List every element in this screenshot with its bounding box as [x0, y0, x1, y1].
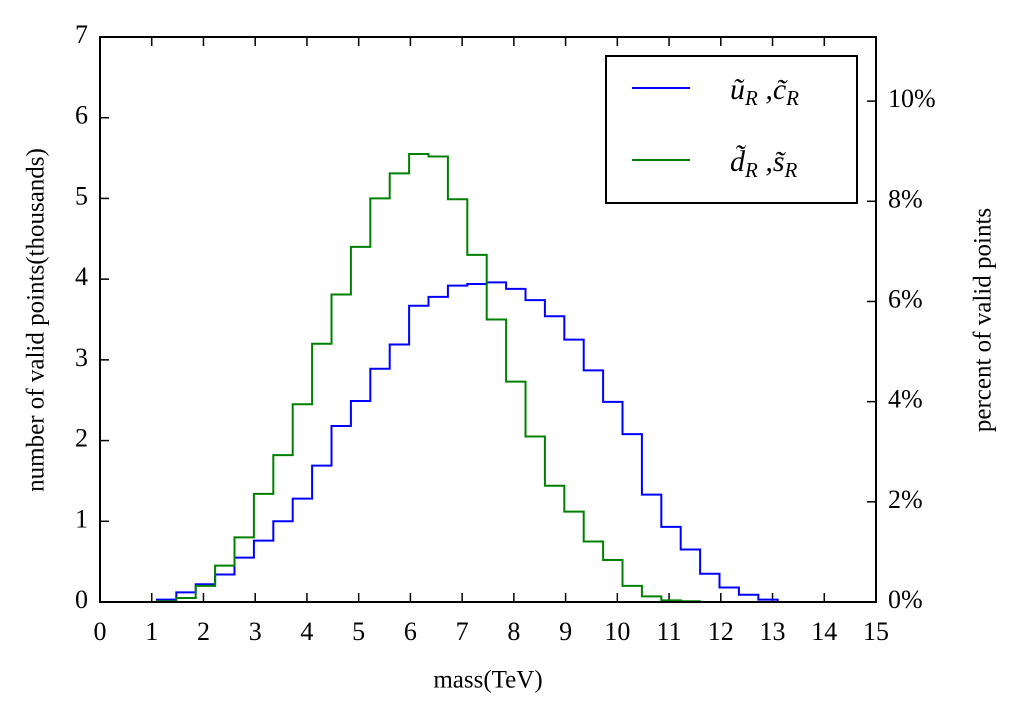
y2-tick-label: 6% — [888, 284, 923, 313]
legend-box — [605, 55, 858, 204]
x-axis-label: mass(TeV) — [433, 667, 542, 694]
x-tick-label: 14 — [811, 617, 837, 646]
x-tick-label: 6 — [404, 617, 417, 646]
y-tick-label: 2 — [75, 424, 88, 453]
x-tick-label: 0 — [94, 617, 107, 646]
y2-tick-label: 4% — [888, 385, 923, 414]
y-tick-label: 3 — [75, 343, 88, 372]
x-tick-label: 9 — [559, 617, 572, 646]
y2-axis-label: percent of valid points — [970, 208, 997, 432]
y-axis-label: number of valid points(thousands) — [23, 148, 50, 492]
y-tick-label: 7 — [75, 20, 88, 49]
y-tick-label: 1 — [75, 504, 88, 533]
x-tick-label: 15 — [863, 617, 889, 646]
x-tick-label: 1 — [145, 617, 158, 646]
y-tick-label: 0 — [75, 585, 88, 614]
histogram-step — [155, 281, 779, 602]
x-tick-label: 11 — [657, 617, 682, 646]
histogram-step — [155, 153, 778, 603]
y2-tick-label: 10% — [888, 84, 936, 113]
x-tick-label: 12 — [708, 617, 734, 646]
x-tick-label: 4 — [300, 617, 313, 646]
legend-label: d̃R ,s̃R — [730, 145, 798, 182]
x-tick-label: 7 — [456, 617, 469, 646]
x-tick-label: 8 — [507, 617, 520, 646]
y-tick-label: 5 — [75, 181, 88, 210]
x-tick-label: 10 — [604, 617, 630, 646]
x-tick-label: 13 — [760, 617, 786, 646]
y2-tick-label: 0% — [888, 585, 923, 614]
x-tick-label: 5 — [352, 617, 365, 646]
y-tick-label: 6 — [75, 101, 88, 130]
y-tick-label: 4 — [75, 262, 88, 291]
x-tick-label: 2 — [197, 617, 210, 646]
plot-frame — [99, 36, 877, 603]
x-tick-label: 3 — [249, 617, 262, 646]
y2-tick-label: 2% — [888, 485, 923, 514]
y2-tick-label: 8% — [888, 184, 923, 213]
legend-label: ũR ,c̃R — [730, 73, 799, 110]
